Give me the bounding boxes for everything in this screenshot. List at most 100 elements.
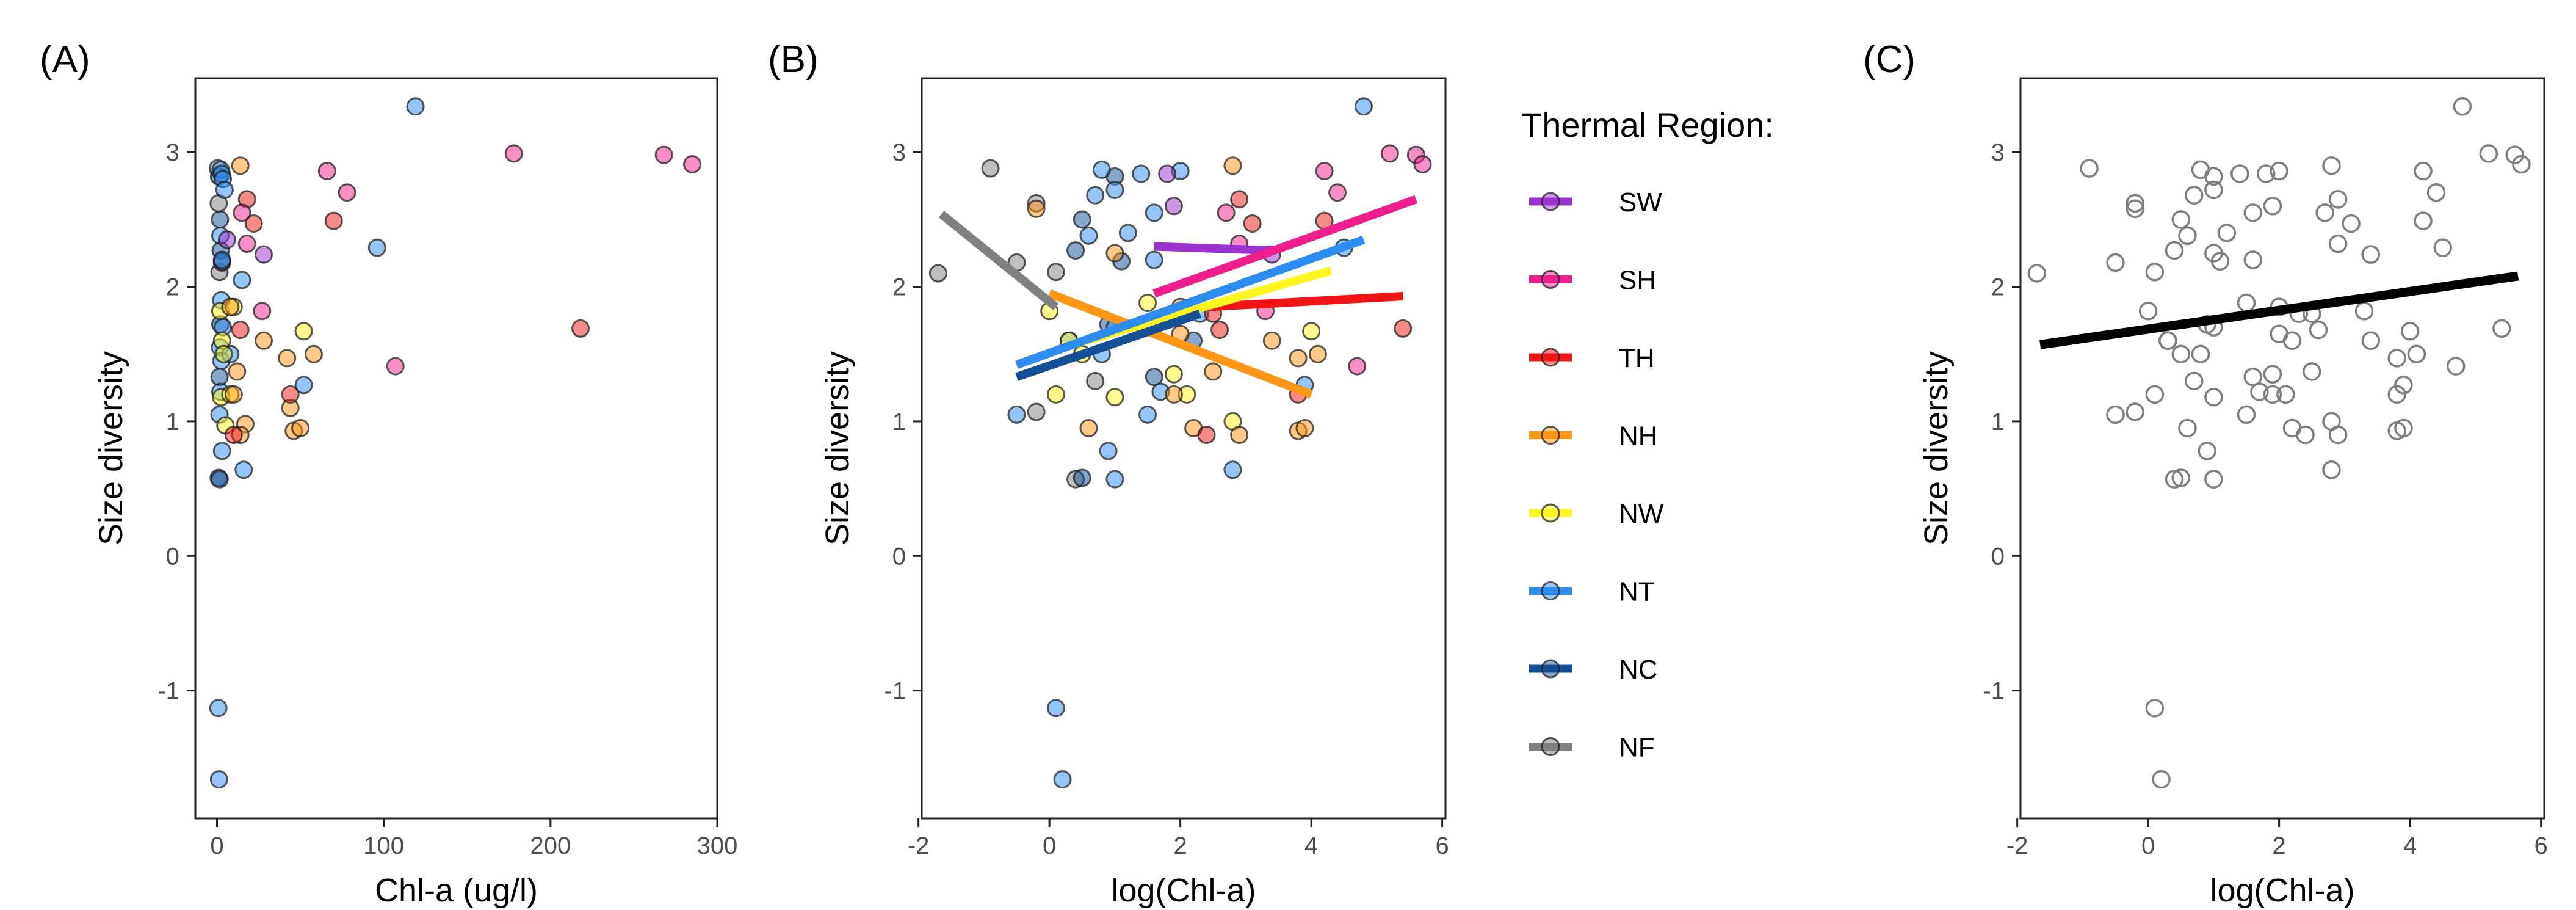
data-point bbox=[2145, 263, 2165, 282]
data-point-nt bbox=[1099, 442, 1118, 460]
y-tick-label: 1 bbox=[1991, 409, 2005, 435]
data-point bbox=[2426, 183, 2446, 202]
data-point bbox=[2171, 210, 2191, 229]
data-point bbox=[2270, 161, 2288, 181]
data-point-nh bbox=[291, 418, 310, 437]
data-point-nh bbox=[254, 331, 273, 350]
data-point bbox=[2204, 470, 2223, 489]
data-point bbox=[2237, 293, 2256, 313]
data-point bbox=[2145, 699, 2165, 718]
data-point bbox=[2303, 362, 2321, 381]
data-point bbox=[2138, 301, 2158, 321]
data-point bbox=[2080, 159, 2099, 178]
data-point bbox=[2178, 418, 2197, 438]
y-tick-label: 0 bbox=[892, 543, 906, 570]
x-tick-label: 6 bbox=[2534, 832, 2548, 859]
data-point bbox=[2394, 418, 2413, 438]
x-axis-title: log(Chl-a) bbox=[1111, 872, 1256, 909]
x-tick-label: 0 bbox=[2141, 832, 2155, 859]
y-tick-label: -1 bbox=[884, 678, 906, 705]
data-point bbox=[2198, 442, 2216, 460]
y-tick-label: 0 bbox=[1991, 543, 2005, 570]
y-tick-label: -1 bbox=[157, 678, 179, 705]
data-point bbox=[2256, 164, 2276, 183]
y-tick-label: 2 bbox=[166, 274, 179, 301]
data-point-nh bbox=[278, 349, 297, 368]
panel-tag: (A) bbox=[40, 38, 90, 81]
data-point bbox=[2309, 320, 2328, 340]
y-tick-label: 2 bbox=[892, 274, 906, 301]
data-point bbox=[2387, 385, 2406, 404]
data-point bbox=[2106, 253, 2125, 272]
data-point bbox=[2027, 264, 2047, 283]
data-point-nt bbox=[1145, 250, 1163, 269]
data-point bbox=[2126, 402, 2144, 421]
data-point-nf bbox=[1027, 402, 1046, 421]
data-point bbox=[2171, 344, 2191, 363]
data-point-th bbox=[324, 211, 343, 230]
data-point-nw bbox=[294, 322, 313, 341]
data-point-nc bbox=[1073, 468, 1091, 487]
data-point-th bbox=[244, 214, 263, 233]
data-point-th bbox=[1210, 321, 1229, 340]
points-layer bbox=[208, 97, 702, 789]
x-tick-label: 4 bbox=[2403, 832, 2417, 859]
data-point-th bbox=[1197, 425, 1216, 444]
data-point-nh bbox=[1204, 362, 1223, 381]
data-point-nt bbox=[212, 250, 231, 269]
legend-label: NF bbox=[1619, 733, 1655, 763]
data-point bbox=[2414, 211, 2433, 230]
panel-tag: (C) bbox=[1863, 38, 1916, 81]
legend-label: SH bbox=[1619, 266, 1656, 296]
data-point bbox=[2106, 405, 2125, 424]
data-point-nt bbox=[1223, 460, 1242, 479]
legend-swatch-point bbox=[1541, 348, 1560, 367]
data-point-sh bbox=[233, 203, 251, 222]
panel-b: -2 0 2 4 6 -1 0 1 2 3 log(Chl-a) Size diversity (B) bbox=[768, 38, 1449, 909]
data-point bbox=[2505, 145, 2524, 164]
data-point bbox=[2204, 244, 2223, 263]
data-point-nh bbox=[1295, 418, 1314, 437]
data-point-nt bbox=[209, 699, 228, 718]
data-point-sw bbox=[254, 245, 273, 264]
y-tick-label: 0 bbox=[166, 543, 179, 570]
data-point-sw bbox=[1164, 197, 1183, 216]
data-point bbox=[2328, 425, 2348, 445]
data-point-nh bbox=[1230, 425, 1249, 444]
data-point bbox=[2250, 382, 2269, 401]
data-point-nt bbox=[1086, 186, 1105, 205]
data-point bbox=[2315, 203, 2334, 222]
legend-item-sw: SW bbox=[1529, 187, 1662, 217]
legend-swatch-point bbox=[1541, 581, 1560, 600]
legend-item-nf: NF bbox=[1529, 733, 1655, 763]
data-point-nw bbox=[214, 344, 233, 363]
data-point-th bbox=[1243, 214, 1262, 233]
fit-line-sh bbox=[1152, 195, 1418, 298]
data-point bbox=[2263, 197, 2282, 216]
points-layer bbox=[928, 97, 1432, 789]
data-point-nt bbox=[1354, 97, 1373, 116]
y-tick-label: 1 bbox=[892, 409, 906, 435]
y-tick-label: 3 bbox=[166, 139, 179, 166]
legend-item-th: TH bbox=[1529, 343, 1655, 373]
data-point-sh bbox=[1315, 162, 1334, 181]
data-point-nt bbox=[233, 271, 251, 289]
data-point-sh bbox=[504, 144, 523, 163]
data-point-sh bbox=[654, 145, 673, 164]
data-point bbox=[2230, 164, 2249, 183]
data-point-th bbox=[231, 321, 250, 340]
legend-item-sh: SH bbox=[1529, 266, 1656, 296]
legend-swatch-point bbox=[1541, 270, 1560, 289]
data-point-sh bbox=[317, 162, 336, 181]
fit-line-nh bbox=[1047, 289, 1313, 399]
data-point-nt bbox=[1007, 405, 1026, 424]
fit-line-overall bbox=[2039, 271, 2519, 349]
x-tick-label: -2 bbox=[908, 832, 930, 859]
data-point-sh bbox=[338, 183, 356, 202]
fit-line-nt bbox=[1015, 235, 1366, 369]
data-point-nw bbox=[1164, 365, 1183, 384]
data-point bbox=[2394, 376, 2413, 395]
data-point bbox=[2178, 226, 2197, 246]
data-point-nf bbox=[928, 264, 947, 283]
